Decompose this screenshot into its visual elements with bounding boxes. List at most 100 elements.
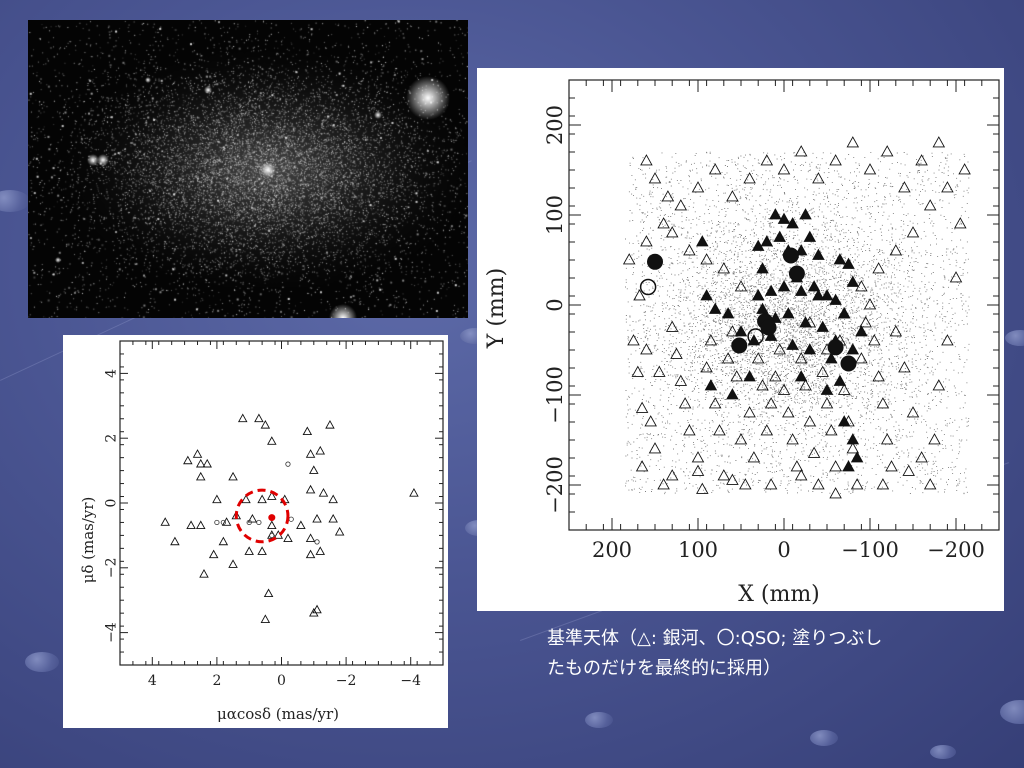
galaxy-marker	[257, 546, 267, 555]
selected-galaxy-marker	[807, 280, 821, 292]
galaxy-marker	[657, 217, 670, 229]
galaxy-marker	[160, 517, 170, 526]
galaxy-marker	[739, 478, 752, 490]
galaxy-marker	[794, 145, 808, 157]
x-tick-label: 100	[678, 538, 718, 562]
galaxy-marker	[312, 513, 322, 523]
background-bubble	[810, 730, 838, 746]
selected-galaxy-marker	[799, 208, 812, 220]
background-bubble	[25, 652, 59, 672]
galaxy-marker	[237, 413, 248, 423]
selected-galaxy-marker	[846, 433, 860, 445]
selected-galaxy-marker	[751, 289, 765, 301]
selected-galaxy-marker	[696, 235, 709, 247]
galaxy-marker	[635, 460, 649, 472]
proper-motion-plot: 4 2 0 −2 −4 4 2 0 −2 −4 μαcosδ (mas/yr) μδ (mas/y…	[63, 335, 448, 728]
galaxy-marker	[790, 460, 804, 472]
selected-galaxy-marker	[773, 230, 786, 242]
galaxy-marker	[665, 469, 679, 481]
selected-galaxy-marker	[803, 230, 817, 242]
galaxy-marker	[880, 145, 894, 157]
y-tick-label: −4	[104, 622, 120, 643]
galaxy-marker	[309, 607, 319, 617]
galaxy-marker	[260, 419, 271, 429]
galaxy-marker	[794, 469, 808, 481]
galaxy-marker	[846, 136, 860, 148]
galaxy-marker	[876, 397, 890, 409]
galaxy-marker	[683, 424, 696, 436]
galaxy-marker	[199, 569, 209, 578]
galaxy-marker	[726, 325, 739, 337]
galaxy-marker	[665, 320, 679, 332]
galaxy-marker	[885, 460, 898, 472]
galaxy-marker	[954, 217, 967, 229]
x-tick-label: −4	[400, 673, 421, 689]
qso-marker	[639, 278, 657, 296]
field-map-plot: 200 100 0 −100 −200 200 100 0 −100 −200 X (mm) Y …	[477, 68, 1004, 611]
galaxy-marker	[906, 226, 920, 238]
background-bubble	[585, 712, 613, 728]
galaxy-marker	[898, 361, 911, 373]
galaxy-marker	[958, 163, 971, 175]
galaxy-marker	[932, 379, 946, 391]
galaxy-marker	[906, 406, 920, 418]
galaxy-marker	[820, 397, 834, 409]
galaxy-marker	[928, 433, 941, 445]
y-tick-label: 2	[104, 434, 120, 443]
caption-line-2: たものだけを最終的に採用）	[547, 658, 781, 679]
galaxy-marker	[631, 365, 645, 377]
x-tick-label: 200	[592, 538, 632, 562]
qso-marker	[246, 519, 252, 526]
galaxy-marker	[880, 433, 894, 445]
galaxy-marker	[889, 325, 903, 337]
galaxy-marker	[708, 397, 722, 409]
caption-line-1: 基準天体（△: 銀河、〇:QSO; 塗りつぶし	[547, 628, 883, 649]
galaxy-marker	[855, 280, 868, 292]
galaxy-marker	[325, 419, 335, 429]
galaxy-marker	[633, 289, 646, 301]
selected-galaxy-marker	[743, 370, 756, 382]
x-tick-label: −2	[336, 673, 357, 689]
galaxy-marker	[305, 549, 316, 559]
galaxy-marker	[863, 298, 877, 310]
galaxy-marker	[260, 614, 271, 623]
galaxy-marker	[751, 352, 765, 364]
galaxy-marker	[257, 494, 267, 504]
galaxy-marker	[876, 478, 890, 490]
galaxy-marker	[263, 588, 274, 598]
galaxy-marker	[267, 491, 277, 500]
galaxy-marker	[700, 361, 713, 373]
selected-galaxy-marker	[820, 383, 834, 395]
galaxy-marker	[283, 533, 293, 542]
y-tick-label: 100	[543, 195, 567, 235]
galaxy-marker	[923, 478, 937, 490]
dashed-highlight-circle	[234, 488, 290, 544]
selected-galaxy-marker	[751, 239, 765, 251]
galaxy-marker	[648, 442, 662, 454]
galaxy-marker	[829, 487, 842, 499]
galaxy-marker	[872, 370, 885, 382]
galaxy-marker	[941, 181, 954, 193]
galaxy-marker	[208, 549, 219, 559]
galaxy-marker	[228, 471, 238, 481]
galaxy-marker	[816, 365, 829, 377]
qso-marker	[256, 519, 262, 526]
galaxy-marker	[670, 347, 683, 359]
selected-galaxy-marker	[794, 284, 808, 296]
qso-marker	[269, 532, 275, 538]
galaxy-marker	[648, 172, 662, 184]
galaxy-marker	[328, 513, 338, 523]
galaxy-marker	[708, 163, 722, 175]
selected-galaxy-marker	[803, 343, 817, 355]
background-bubble	[1005, 330, 1024, 346]
galaxy-marker	[726, 473, 739, 485]
selected-galaxy-marker	[760, 235, 774, 247]
selected-galaxy-marker	[842, 460, 855, 472]
galaxy-marker	[678, 397, 692, 409]
selected-galaxy-marker	[837, 307, 851, 319]
galaxy-marker	[247, 513, 258, 523]
selected-galaxy-marker	[786, 217, 799, 229]
galaxy-marker	[829, 154, 842, 166]
galaxy-marker	[202, 458, 212, 468]
selected-galaxy-marker	[799, 316, 812, 328]
